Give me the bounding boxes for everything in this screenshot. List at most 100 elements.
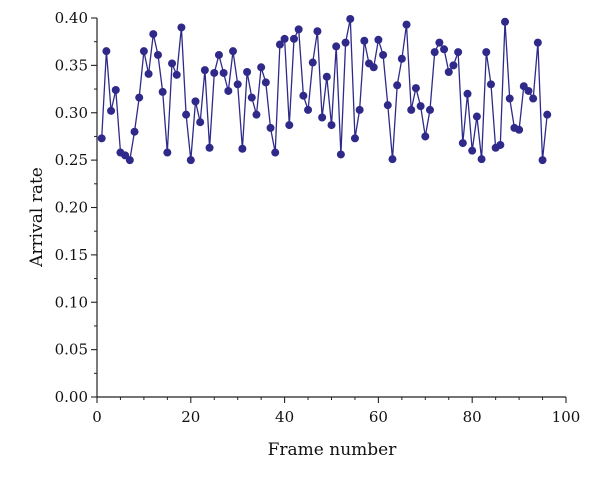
data-point	[299, 91, 308, 100]
y-tick-label: 0.35	[55, 56, 88, 74]
data-point	[205, 143, 214, 152]
data-point	[102, 47, 111, 56]
x-tick-label: 40	[275, 408, 294, 426]
data-point	[172, 70, 181, 79]
data-point	[257, 63, 266, 72]
data-point	[524, 86, 533, 95]
x-tick-label: 20	[181, 408, 200, 426]
data-point	[336, 150, 345, 159]
data-point	[111, 86, 120, 95]
data-point	[229, 47, 238, 56]
data-point	[158, 87, 167, 96]
data-point	[383, 101, 392, 110]
data-point	[107, 106, 116, 115]
data-point	[252, 110, 261, 119]
data-point	[144, 69, 153, 78]
data-point	[468, 146, 477, 155]
data-point	[97, 134, 106, 143]
y-tick-label: 0.40	[55, 9, 88, 27]
data-point	[458, 139, 467, 148]
data-point	[322, 72, 331, 81]
data-point	[515, 125, 524, 134]
x-tick-label: 0	[92, 408, 102, 426]
data-point	[425, 105, 434, 114]
data-point	[168, 59, 177, 68]
data-point	[214, 50, 223, 59]
data-point	[233, 80, 242, 89]
data-point	[374, 35, 383, 44]
data-point	[421, 132, 430, 141]
data-point	[360, 36, 369, 45]
series-line	[101, 18, 548, 162]
x-axis-title: Frame number	[268, 440, 398, 460]
data-point	[318, 113, 327, 122]
data-point	[355, 105, 364, 114]
data-point	[430, 48, 439, 57]
data-point	[149, 30, 158, 39]
data-point	[393, 81, 402, 90]
data-point	[501, 17, 510, 26]
data-point	[350, 134, 359, 143]
data-point	[196, 118, 205, 127]
y-tick-label: 0.10	[55, 293, 88, 311]
y-tick-label: 0.15	[55, 246, 88, 264]
data-point	[294, 25, 303, 34]
data-point	[219, 68, 228, 77]
data-point	[275, 40, 284, 49]
data-point	[496, 140, 505, 149]
data-point	[177, 23, 186, 32]
data-point	[313, 27, 322, 36]
data-point	[163, 148, 172, 157]
data-point	[529, 94, 538, 103]
y-tick-label: 0.20	[55, 199, 88, 217]
data-point	[247, 93, 256, 102]
data-point	[332, 42, 341, 51]
data-point	[341, 38, 350, 47]
data-point	[435, 38, 444, 47]
data-point	[266, 123, 275, 132]
data-point	[280, 34, 289, 43]
data-point	[130, 127, 139, 136]
data-point	[369, 63, 378, 72]
data-point	[200, 66, 209, 75]
data-point	[482, 48, 491, 57]
x-tick-label: 100	[552, 408, 581, 426]
y-axis-title: Arrival rate	[27, 167, 47, 268]
data-point	[210, 68, 219, 77]
data-point	[472, 112, 481, 121]
data-point	[304, 105, 313, 114]
y-tick-label: 0.05	[55, 341, 88, 359]
data-point	[407, 105, 416, 114]
data-point	[543, 110, 552, 119]
plot-area	[97, 14, 552, 165]
data-point	[449, 61, 458, 70]
y-tick-label: 0.25	[55, 151, 88, 169]
data-point	[477, 155, 486, 164]
data-point	[411, 84, 420, 93]
data-point	[538, 156, 547, 165]
data-point	[308, 58, 317, 67]
data-point	[440, 45, 449, 54]
data-point	[238, 144, 247, 153]
data-point	[388, 155, 397, 164]
data-point	[186, 156, 195, 165]
data-point	[454, 48, 463, 57]
data-point	[139, 47, 148, 56]
data-point	[261, 78, 270, 87]
y-tick-label: 0.00	[55, 388, 88, 406]
data-point	[505, 94, 514, 103]
data-point	[379, 50, 388, 59]
data-point	[125, 156, 134, 165]
data-point	[486, 80, 495, 89]
y-tick-label: 0.30	[55, 104, 88, 122]
data-point	[533, 38, 542, 47]
data-point	[243, 68, 252, 77]
data-point	[346, 14, 355, 23]
data-point	[224, 86, 233, 95]
data-point	[416, 102, 425, 111]
data-point	[444, 68, 453, 77]
data-point	[135, 93, 144, 102]
data-point	[402, 20, 411, 29]
data-point	[289, 34, 298, 43]
data-point	[153, 50, 162, 59]
